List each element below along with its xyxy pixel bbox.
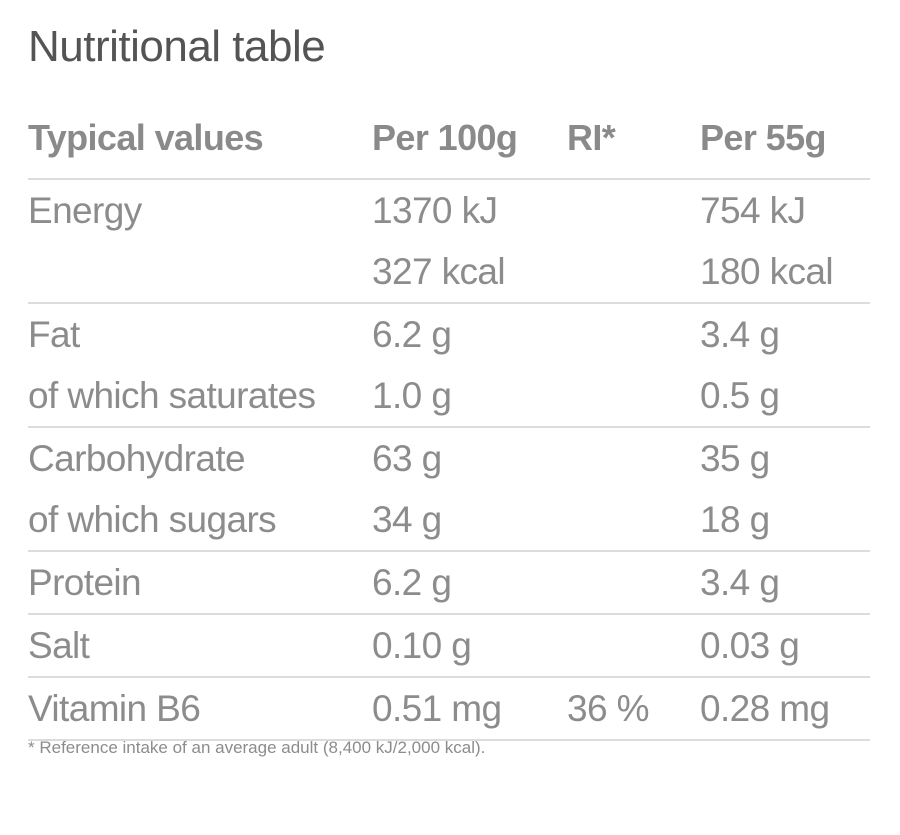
nutrition-table: Typical values Per 100g RI* Per 55g Ener…	[28, 112, 870, 741]
per-portion-value: 754 kJ	[700, 190, 806, 231]
nutrient-label: Carbohydrate	[28, 438, 246, 479]
table-row: 327 kcal 180 kcal	[28, 241, 870, 302]
per-100g-value: 0.51 mg	[372, 688, 502, 729]
nutrient-group: Protein 6.2 g 3.4 g	[28, 552, 870, 615]
table-row: Protein 6.2 g 3.4 g	[28, 552, 870, 613]
nutrient-group: Fat 6.2 g 3.4 g of which saturates 1.0 g 0.5 …	[28, 304, 870, 428]
nutrient-group: Vitamin B6 0.51 mg 36 % 0.28 mg	[28, 678, 870, 741]
header-typical-values: Typical values	[28, 117, 264, 158]
nutrient-label: Energy	[28, 190, 142, 231]
header-per-portion: Per 55g	[700, 117, 826, 158]
ri-value	[567, 304, 700, 365]
per-100g-value: 34 g	[372, 499, 442, 540]
per-100g-value: 327 kcal	[372, 251, 506, 292]
nutrient-group: Energy 1370 kJ 754 kJ 327 kcal 180 kcal	[28, 180, 870, 304]
footnote: * Reference intake of an average adult (…	[28, 738, 486, 757]
per-portion-value: 3.4 g	[700, 562, 780, 603]
nutrient-label: Salt	[28, 625, 90, 666]
table-row: of which saturates 1.0 g 0.5 g	[28, 365, 870, 426]
per-portion-value: 180 kcal	[700, 251, 834, 292]
ri-value: 36 %	[567, 688, 650, 729]
page-title: Nutritional table	[28, 22, 326, 71]
per-portion-value: 3.4 g	[700, 314, 780, 355]
table-row: Energy 1370 kJ 754 kJ	[28, 180, 870, 241]
nutrient-group: Carbohydrate 63 g 35 g of which sugars 34 g 1…	[28, 428, 870, 552]
ri-value	[567, 428, 700, 489]
header-ri: RI*	[567, 117, 616, 158]
nutrient-group: Salt 0.10 g 0.03 g	[28, 615, 870, 678]
nutrient-label: Vitamin B6	[28, 688, 201, 729]
table-row: Vitamin B6 0.51 mg 36 % 0.28 mg	[28, 678, 870, 739]
per-portion-value: 35 g	[700, 438, 770, 479]
per-portion-value: 0.5 g	[700, 375, 780, 416]
table-row: Salt 0.10 g 0.03 g	[28, 615, 870, 676]
nutrient-label: Fat	[28, 314, 80, 355]
per-100g-value: 1.0 g	[372, 375, 452, 416]
per-portion-value: 0.28 mg	[700, 688, 830, 729]
per-100g-value: 1370 kJ	[372, 190, 498, 231]
per-100g-value: 63 g	[372, 438, 442, 479]
nutrient-label: of which saturates	[28, 375, 316, 416]
ri-value	[567, 365, 700, 426]
nutrient-label: Protein	[28, 562, 142, 603]
per-portion-value: 0.03 g	[700, 625, 800, 666]
table-row: Carbohydrate 63 g 35 g	[28, 428, 870, 489]
ri-value	[567, 241, 700, 302]
per-100g-value: 0.10 g	[372, 625, 472, 666]
ri-value	[567, 615, 700, 676]
ri-value	[567, 489, 700, 550]
table-row: of which sugars 34 g 18 g	[28, 489, 870, 550]
ri-value	[567, 180, 700, 241]
per-100g-value: 6.2 g	[372, 562, 452, 603]
table-header: Typical values Per 100g RI* Per 55g	[28, 112, 870, 180]
table-row: Fat 6.2 g 3.4 g	[28, 304, 870, 365]
ri-value	[567, 552, 700, 613]
per-100g-value: 6.2 g	[372, 314, 452, 355]
per-portion-value: 18 g	[700, 499, 770, 540]
nutrient-label	[28, 241, 372, 302]
header-per-100g: Per 100g	[372, 117, 518, 158]
nutrient-label: of which sugars	[28, 499, 277, 540]
